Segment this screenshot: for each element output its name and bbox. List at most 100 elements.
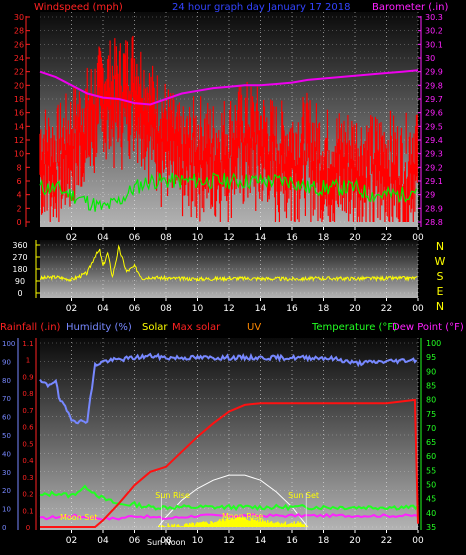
rain-xtick-label-08: 08 <box>160 536 172 546</box>
sun-noon-label: Sun Noon <box>147 538 186 547</box>
rain-xtick-label-10: 10 <box>192 536 204 546</box>
max-solar-legend: Max solar <box>172 322 221 333</box>
baro-ytick-label-29.1: 29.1 <box>425 177 443 186</box>
wind-average-line <box>39 172 417 212</box>
temperature-tick-label-35: 35 <box>426 523 436 532</box>
compass-label-3: E <box>437 285 444 298</box>
baro-ytick-label-30.3: 30.3 <box>425 13 443 22</box>
wind-ytick-label-2: 2 <box>16 204 21 213</box>
temperature-tick-label-95: 95 <box>426 353 436 362</box>
wind-xtick-label-14: 14 <box>255 233 267 243</box>
windspeed-axis-title: Windspeed (mph) <box>34 2 123 13</box>
wind-ytick-label-30: 30 <box>14 13 24 22</box>
rain-xtick-label-18: 18 <box>318 536 330 546</box>
baro-ytick-label-29.8: 29.8 <box>425 81 443 90</box>
rain-tick-label-0.6: 0.6 <box>22 424 34 432</box>
wind-xtick-label-00: 00 <box>412 233 424 243</box>
wind-xtick-label-22: 22 <box>381 233 392 243</box>
direction-xtick-label-12: 12 <box>223 304 234 314</box>
rain-xtick-label-12: 12 <box>223 536 234 546</box>
direction-xtick-label-02: 02 <box>66 304 77 314</box>
humidity-tick-label-10: 10 <box>2 506 11 514</box>
compass-label-0: N <box>436 240 444 253</box>
direction-xtick-label-00: 00 <box>412 304 424 314</box>
rain-xtick-label-06: 06 <box>129 536 141 546</box>
uv-legend: UV <box>247 322 261 333</box>
wind-ytick-label-26: 26 <box>14 40 24 49</box>
direction-xtick-label-04: 04 <box>97 304 109 314</box>
temperature-tick-label-80: 80 <box>426 396 436 405</box>
wind-xtick-label-06: 06 <box>129 233 141 243</box>
humidity-tick-label-100: 100 <box>2 340 15 348</box>
wind-ytick-label-0: 0 <box>16 218 21 227</box>
barometer-line <box>39 69 419 106</box>
direction-xtick-label-14: 14 <box>255 304 267 314</box>
humidity-tick-label-50: 50 <box>2 432 11 440</box>
wind-ytick-label-4: 4 <box>16 191 21 200</box>
wind-direction-line <box>39 244 418 283</box>
baro-ytick-label-30: 30 <box>425 54 435 63</box>
rainfall-axis-title: Rainfall (.in) <box>0 322 61 333</box>
rain-xtick-label-02: 02 <box>66 536 77 546</box>
temperature-line <box>39 484 419 512</box>
compass-label-1: W <box>435 255 446 268</box>
rain-xtick-label-04: 04 <box>97 536 109 546</box>
wind-xtick-label-16: 16 <box>286 233 298 243</box>
humidity-tick-label-90: 90 <box>2 358 11 366</box>
max-solar-line <box>157 474 309 528</box>
wind-xtick-label-12: 12 <box>223 233 234 243</box>
wind-ytick-label-12: 12 <box>14 136 24 145</box>
rainfall-line <box>40 398 419 528</box>
temperature-tick-label-65: 65 <box>426 438 436 447</box>
temperature-tick-label-40: 40 <box>426 509 436 518</box>
rain-xtick-label-20: 20 <box>349 536 361 546</box>
rain-tick-label-1.1: 1.1 <box>22 340 33 348</box>
rain-xtick-label-14: 14 <box>255 536 267 546</box>
baro-ytick-label-30.1: 30.1 <box>425 40 443 49</box>
wind-xtick-label-10: 10 <box>192 233 204 243</box>
direction-xtick-label-06: 06 <box>129 304 141 314</box>
moon-set-label: Moon Set <box>60 513 97 522</box>
wind-ytick-label-18: 18 <box>14 95 24 104</box>
baro-ytick-label-29.7: 29.7 <box>425 95 443 104</box>
humidity-tick-label-0: 0 <box>2 524 6 532</box>
temperature-tick-label-85: 85 <box>426 381 436 390</box>
direction-xtick-label-22: 22 <box>381 304 392 314</box>
humidity-tick-label-80: 80 <box>2 377 11 385</box>
wind-ytick-label-6: 6 <box>16 177 21 186</box>
baro-ytick-label-30.2: 30.2 <box>425 27 443 36</box>
direction-xtick-label-10: 10 <box>192 304 204 314</box>
solar-series <box>158 516 308 527</box>
humidity-tick-label-60: 60 <box>2 414 11 422</box>
rain-tick-label-0.3: 0.3 <box>22 474 33 482</box>
wind-ytick-label-10: 10 <box>14 150 24 159</box>
rain-tick-label-0.9: 0.9 <box>22 373 33 381</box>
temperature-tick-label-75: 75 <box>426 410 436 419</box>
direction-xtick-label-08: 08 <box>160 304 172 314</box>
humidity-tick-label-40: 40 <box>2 450 11 458</box>
baro-ytick-label-29.2: 29.2 <box>425 163 443 172</box>
wind-xtick-label-02: 02 <box>66 233 77 243</box>
baro-ytick-label-29: 29 <box>425 191 435 200</box>
humidity-axis-title: Humidity (%) <box>66 322 132 333</box>
dew-point-axis-title: Dew Point (°F) <box>392 322 464 333</box>
baro-ytick-label-29.9: 29.9 <box>425 68 443 77</box>
temperature-axis-title: Temperature (°F) <box>311 322 397 333</box>
baro-ytick-label-29.5: 29.5 <box>425 122 443 131</box>
compass-label-2: S <box>437 270 444 283</box>
temperature-tick-label-90: 90 <box>426 367 436 376</box>
rain-xtick-label-00: 00 <box>412 536 424 546</box>
wind-ytick-label-20: 20 <box>14 81 24 90</box>
rain-tick-label-0.1: 0.1 <box>22 507 33 515</box>
sun-rise-label: Sun Rise <box>155 491 190 500</box>
wind-ytick-label-28: 28 <box>14 27 24 36</box>
rain-xtick-label-16: 16 <box>286 536 298 546</box>
rain-tick-label-0.8: 0.8 <box>22 390 33 398</box>
rain-tick-label-0.2: 0.2 <box>22 491 33 499</box>
temperature-tick-label-55: 55 <box>426 466 436 475</box>
moon-rise-label: Moon Rise <box>222 512 263 521</box>
solar-legend: Solar <box>142 322 168 333</box>
humidity-tick-label-70: 70 <box>2 395 11 403</box>
rain-tick-label-0.7: 0.7 <box>22 407 33 415</box>
